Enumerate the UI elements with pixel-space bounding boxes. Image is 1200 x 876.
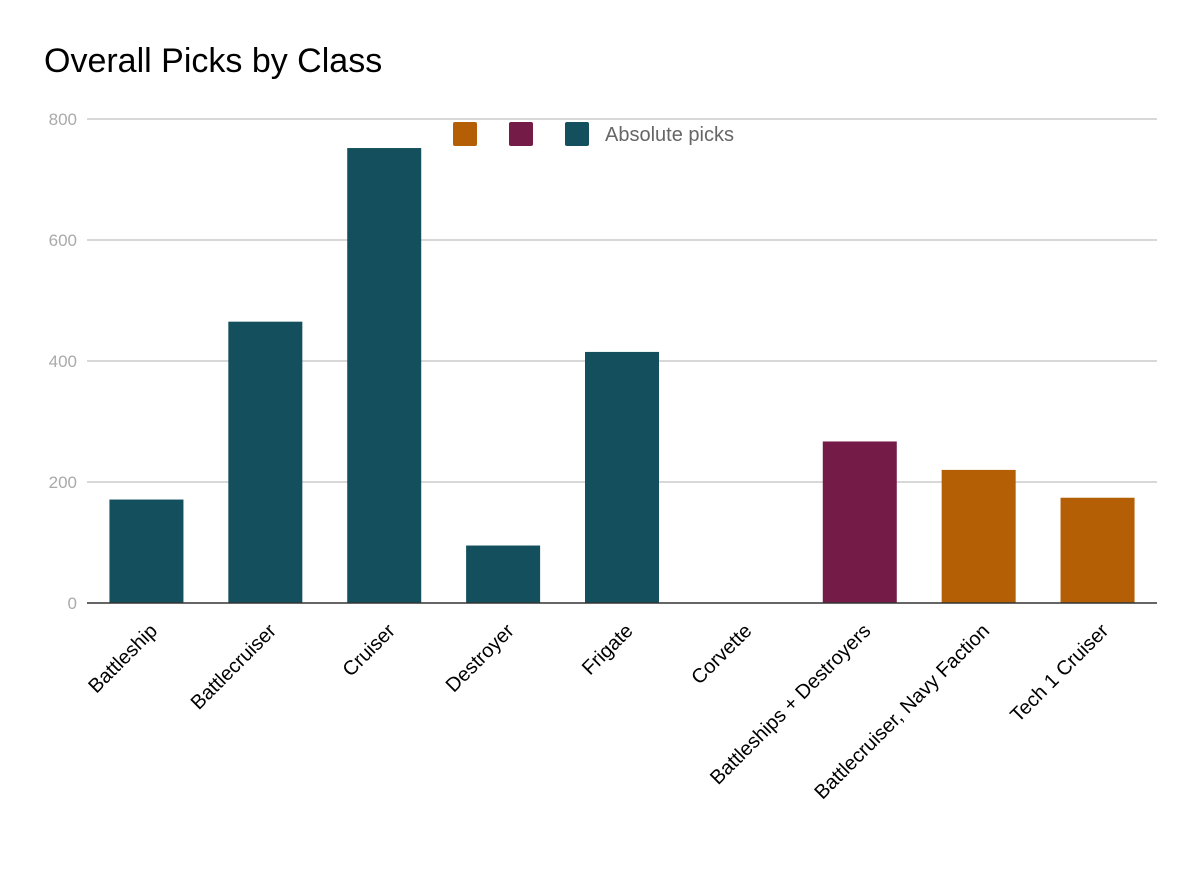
bar bbox=[466, 545, 541, 603]
x-tick-label: Frigate bbox=[578, 620, 638, 680]
legend-label: Absolute picks bbox=[605, 124, 734, 146]
bar bbox=[1060, 497, 1135, 603]
y-axis-ticks: 0 200 400 600 800 bbox=[49, 110, 77, 613]
y-tick-label: 200 bbox=[49, 473, 77, 492]
legend-swatch bbox=[509, 122, 533, 146]
y-tick-label: 0 bbox=[68, 594, 77, 613]
legend: Absolute picks bbox=[453, 122, 734, 146]
y-tick-label: 400 bbox=[49, 352, 77, 371]
chart-title: Overall Picks by Class bbox=[44, 42, 383, 80]
y-tick-label: 600 bbox=[49, 231, 77, 250]
legend-swatch bbox=[565, 122, 589, 146]
bar bbox=[228, 321, 303, 603]
x-tick-label: Tech 1 Cruiser bbox=[1006, 620, 1113, 727]
bar bbox=[941, 469, 1016, 603]
x-tick-label: Destroyer bbox=[442, 620, 519, 697]
bar bbox=[585, 351, 659, 603]
bar bbox=[347, 148, 422, 604]
x-tick-label: Corvette bbox=[687, 620, 756, 689]
x-tick-label: Cruiser bbox=[339, 620, 400, 681]
x-axis-ticks: Battleship Battlecruiser Cruiser Destroyer F… bbox=[84, 620, 1113, 804]
legend-swatch bbox=[453, 122, 477, 146]
x-tick-label: Battleship bbox=[84, 620, 162, 698]
bars bbox=[109, 148, 1135, 604]
y-tick-label: 800 bbox=[49, 110, 77, 129]
bar bbox=[822, 441, 897, 603]
bar bbox=[109, 499, 184, 603]
x-tick-label: Battlecruiser bbox=[187, 620, 281, 714]
